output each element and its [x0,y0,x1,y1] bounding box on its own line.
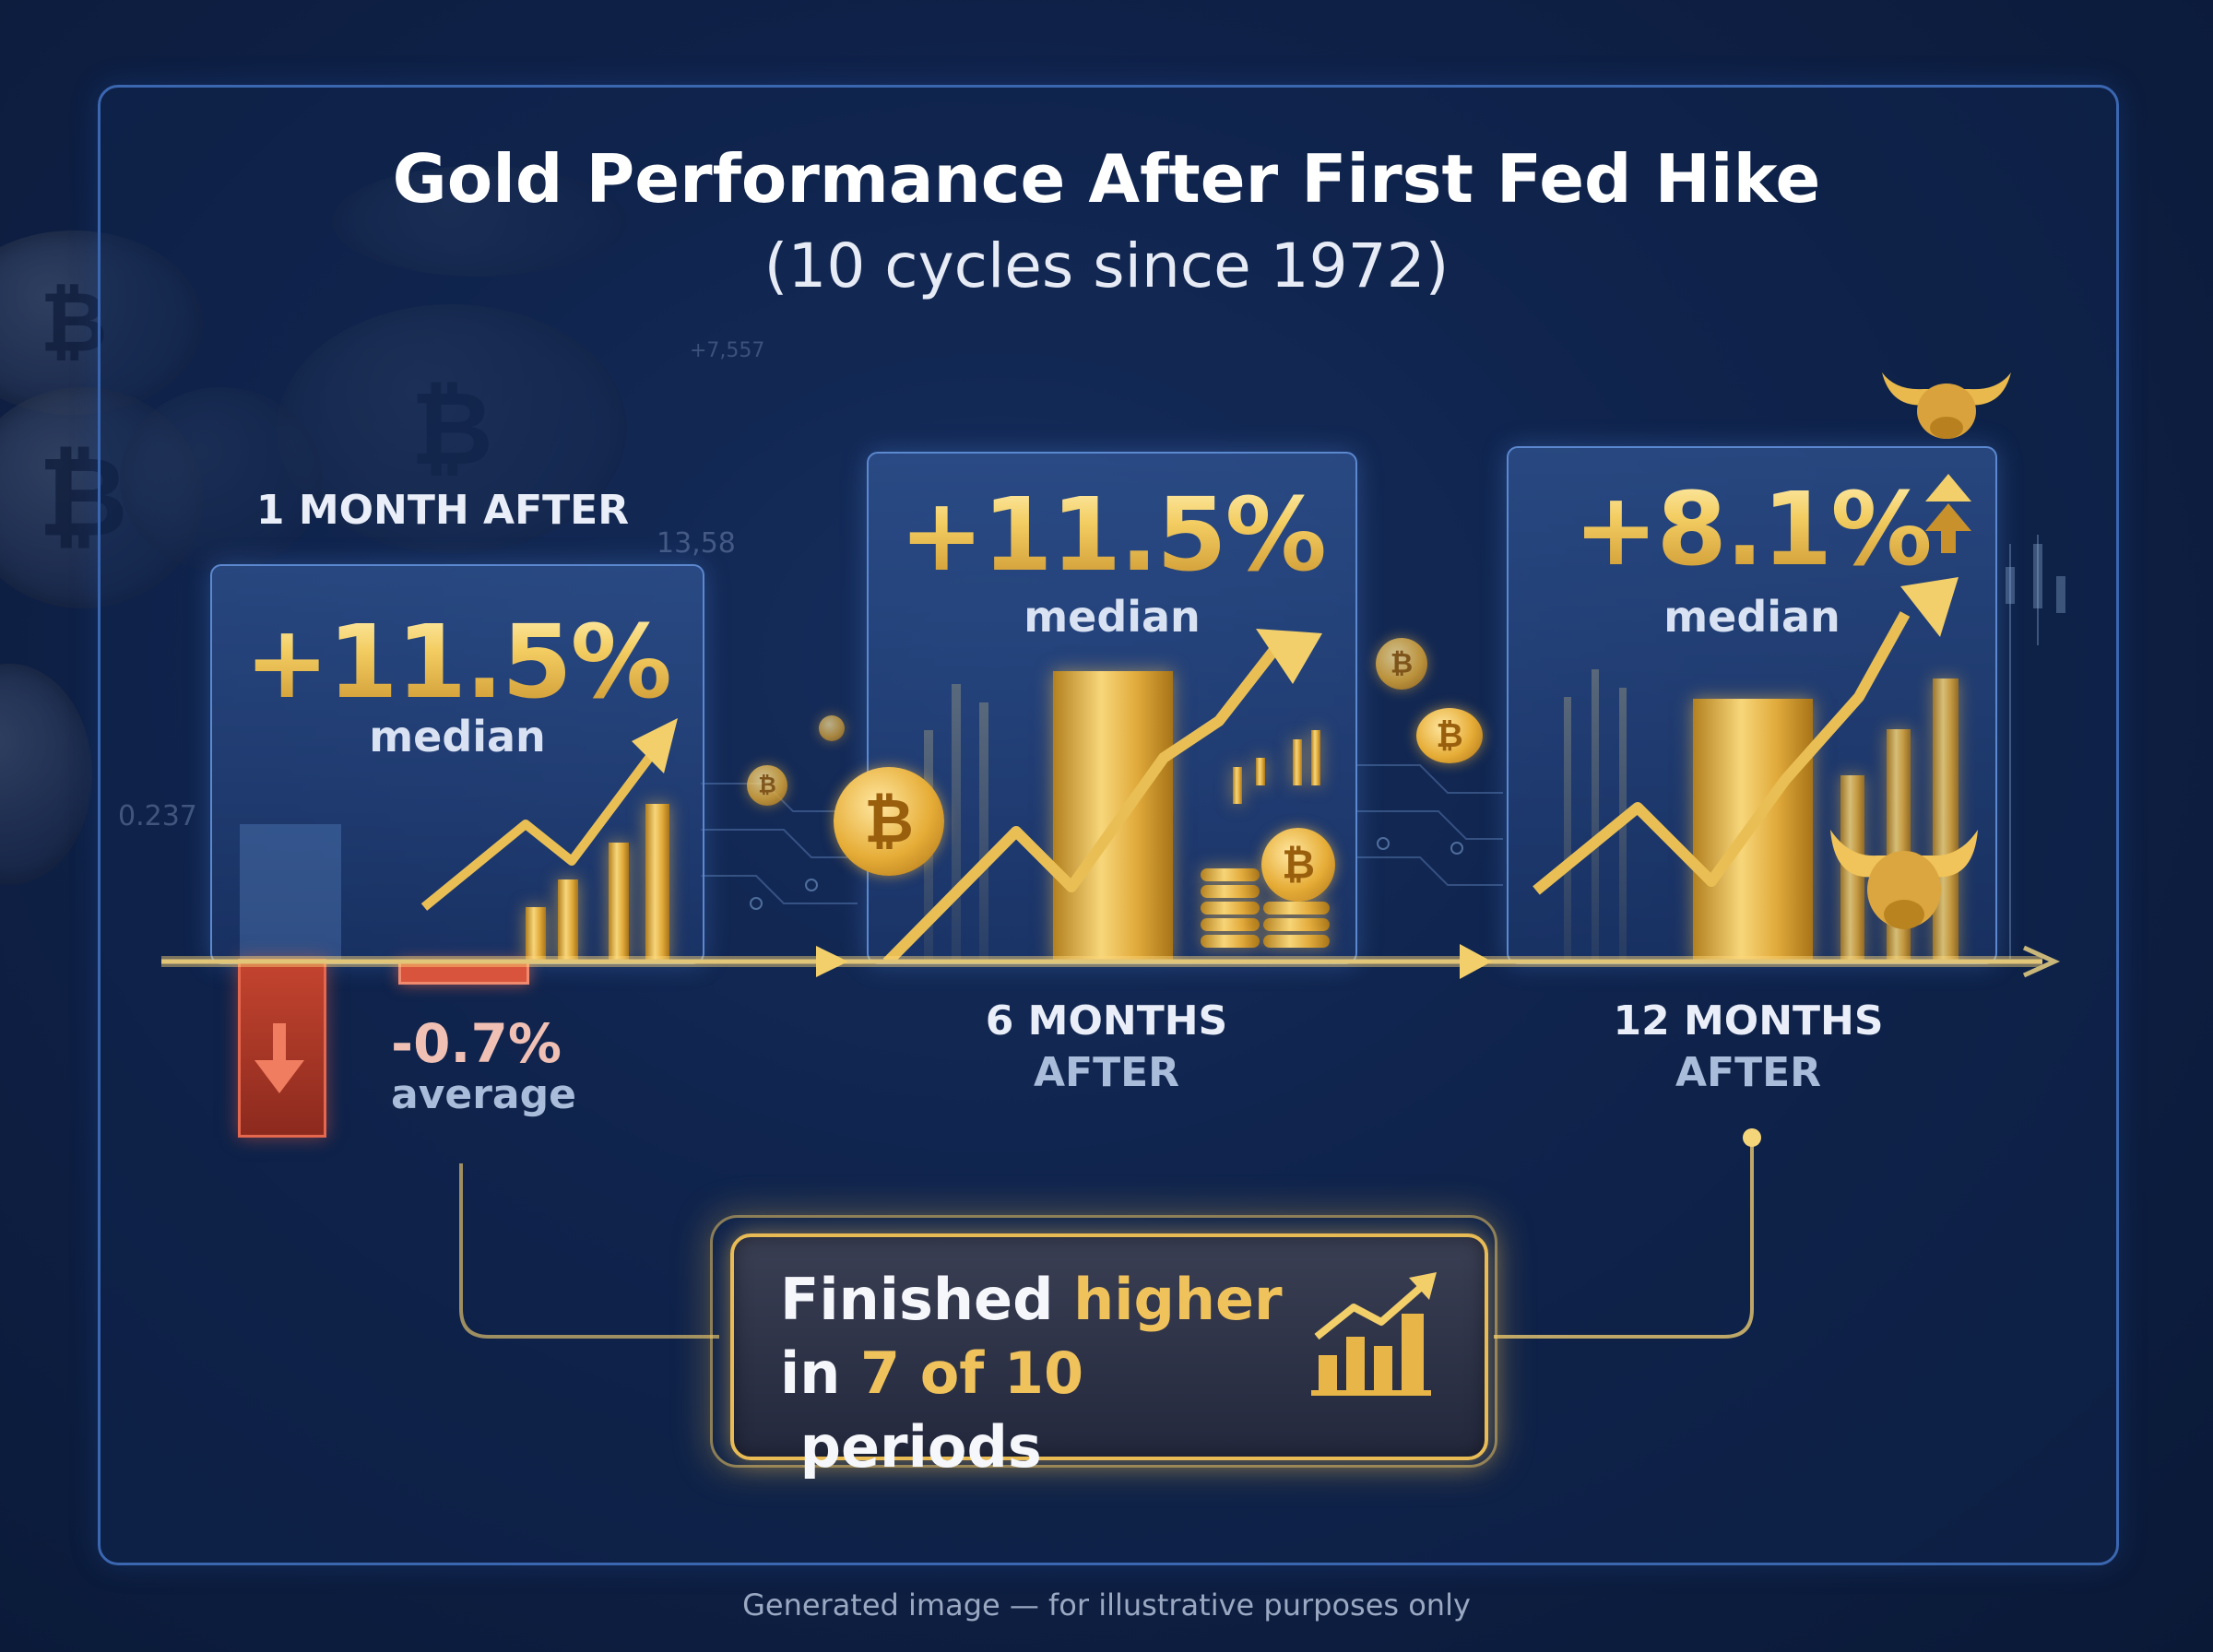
bitcoin-symbol-icon: ₿ [410,370,493,488]
period-label-line-1: 6 MONTHS [985,997,1228,1044]
candle [1233,767,1242,804]
arrow-down-icon [254,1023,304,1093]
period-label-6-months: 6 MONTHS AFTER [885,996,1328,1099]
bull-head-icon [1882,372,2011,439]
median-value: +11.5% [212,603,703,721]
card-1-month: +11.5% median [210,564,704,964]
chart-bar [1933,678,1959,962]
candle [1311,730,1320,785]
bar-chart-up-icon [1311,1272,1437,1396]
summary-line-2: in 7 of 10 periods [780,1339,1084,1481]
background-number: +7,557 [690,339,765,362]
background-bar [1592,669,1599,962]
background-coin [332,166,627,277]
bitcoin-coin-icon: ₿ [1261,828,1335,902]
negative-bar [238,959,326,1138]
chart-bar [526,907,546,962]
summary-line-1: Finished higher [780,1266,1283,1333]
background-bar [952,684,961,961]
period-label-12-months: 12 MONTHS AFTER [1527,996,1970,1099]
background-coin [120,387,323,572]
background-coin: ₿ [277,304,627,553]
bitcoin-coin-icon: ₿ [1376,638,1427,690]
period-label-line-2: AFTER [1033,1049,1180,1096]
bitcoin-coin-icon: ₿ [834,767,944,876]
trend-arrow-icon [882,629,1322,962]
average-value: -0.7% [391,1012,562,1075]
bull-head-icon [1830,830,1978,929]
bitcoin-coin-icon: ₿ [747,765,787,806]
period-label-1-month: 1 MONTH AFTER [255,487,630,534]
median-value: +8.1% [1509,470,1995,588]
background-number: 0.237 [118,800,197,832]
footnote: Generated image — for illustrative purpo… [742,1587,1471,1622]
double-chevron-up-icon [1925,474,1971,553]
highlight-column [240,824,341,962]
background-bar [1564,697,1571,962]
trend-arrow-icon [420,718,678,911]
gold-bar [1053,671,1173,962]
bitcoin-coin-icon [819,715,845,741]
bitcoin-symbol-icon: ₿ [40,274,108,372]
summary-box [710,1215,1497,1468]
trend-arrow-icon [1533,577,1959,895]
median-value: +11.5% [869,476,1355,594]
background-number: 13,58 [657,527,736,560]
page-subtitle: (10 cycles since 1972) [763,230,1450,301]
period-label-line-1: 12 MONTHS [1613,997,1884,1044]
bitcoin-coin-icon: ₿ [1416,708,1483,763]
candle [1256,758,1265,785]
negative-marker [398,961,529,985]
card-12-months: +8.1% median [1507,446,1997,964]
coin-stack-icon [1201,868,1330,961]
background-coin: ₿ [0,230,203,415]
median-caption: median [1663,592,1840,642]
background-coin: ₿ [0,387,203,608]
median-caption: median [369,712,546,761]
chart-bar [609,843,629,962]
summary-text: Finished higher in 7 of 10 periods [780,1263,1296,1484]
median-caption: median [1024,592,1201,642]
average-caption: average [391,1071,576,1118]
bitcoin-symbol-icon: ₿ [38,433,128,562]
period-label-line-2: AFTER [1675,1049,1822,1096]
page-title: Gold Performance After First Fed Hike [392,140,1821,218]
chart-bar [558,879,578,962]
candle [1293,739,1302,785]
background-bar [979,702,988,961]
chart-bar [645,804,669,962]
summary-highlight: 7 of 10 [859,1339,1084,1407]
summary-highlight: higher [1073,1266,1283,1333]
